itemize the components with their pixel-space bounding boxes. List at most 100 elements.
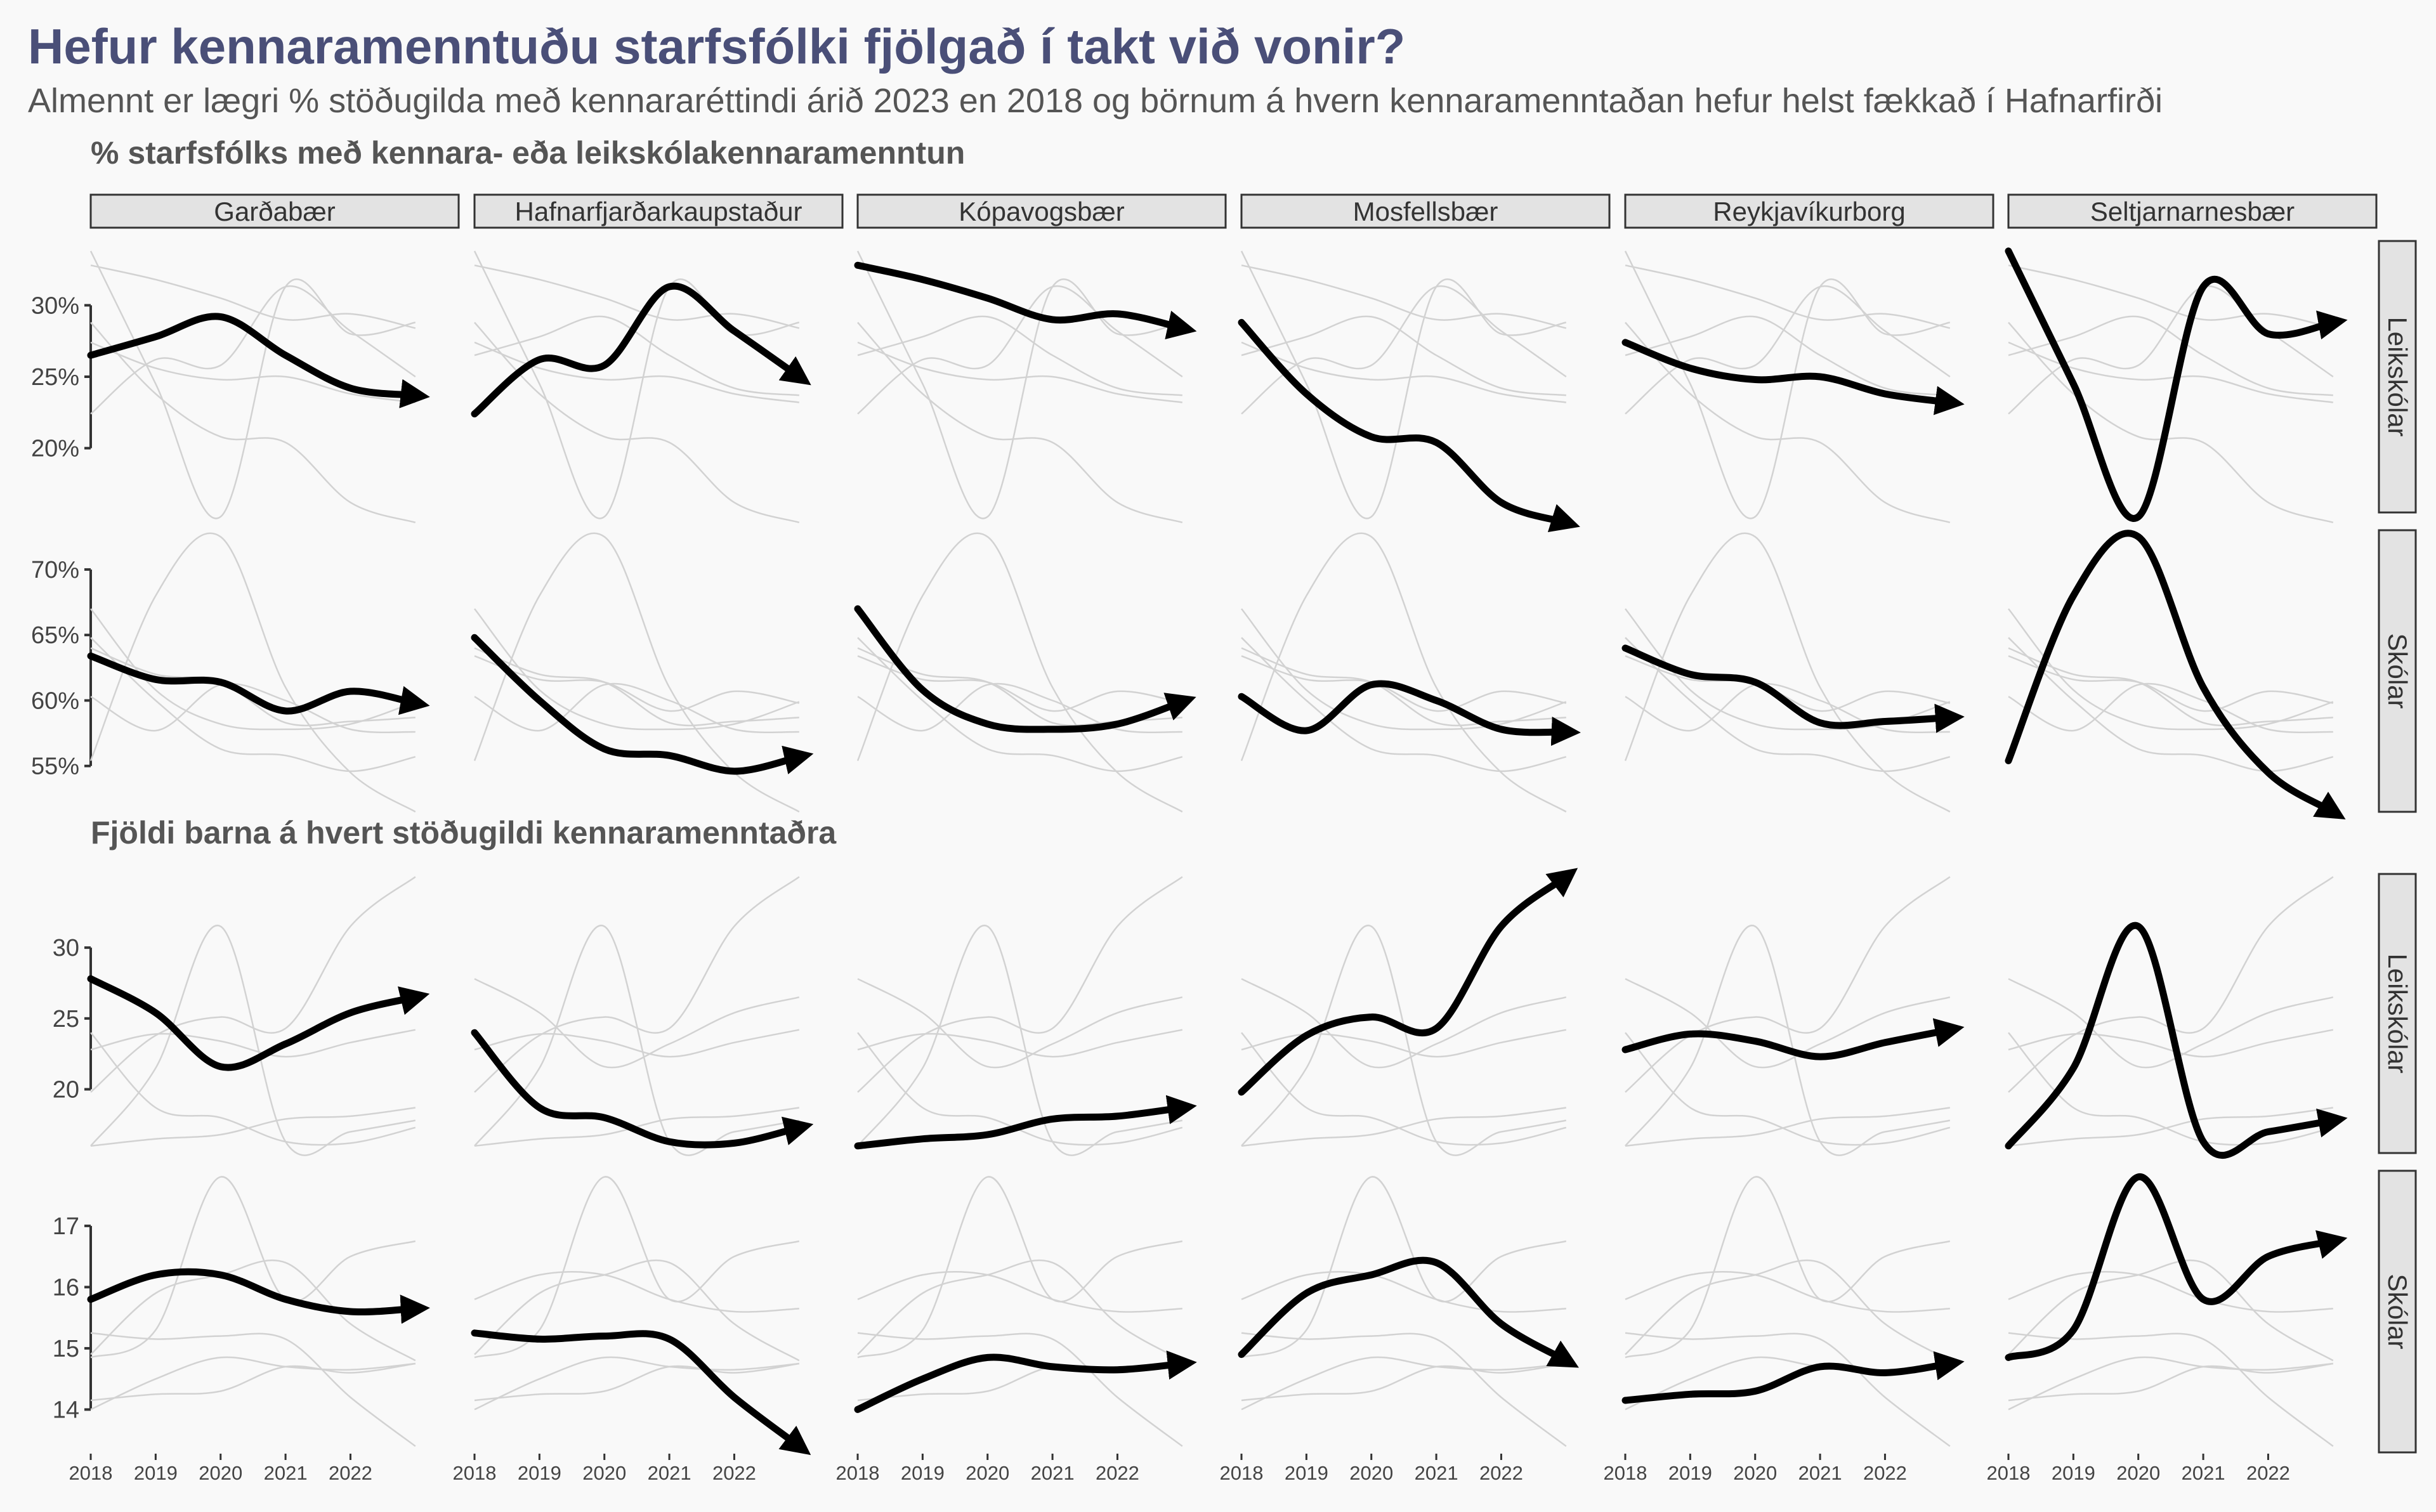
x-tick-label: 2020 xyxy=(199,1462,242,1484)
context-line-gardabaer xyxy=(857,978,1183,1069)
series-line-kopavogsbaer xyxy=(854,1095,1197,1150)
facet-strip-seltjarnarnesbaer xyxy=(2007,193,2378,229)
context-line-kopavogsbaer xyxy=(2008,264,2334,329)
context-line-gardabaer xyxy=(1241,315,1566,396)
context-line-gardabaer xyxy=(474,315,799,396)
panel-kopavogsbaer-skolar xyxy=(854,532,1196,813)
context-line-kopavogsbaer xyxy=(1241,1356,1566,1411)
context-line-seltjarnarnesbaer xyxy=(856,251,1183,519)
x-tick-label: 2019 xyxy=(134,1462,178,1484)
context-line-reykjavikurborg xyxy=(857,341,1182,403)
context-line-gardabaer xyxy=(474,655,800,712)
context-line-mosfellsbaer xyxy=(2008,1259,2334,1362)
series-line-hafnarfjardarkaupstadur xyxy=(471,1329,811,1456)
y-tick-label: 14 xyxy=(53,1397,79,1423)
y-tick-label: 20 xyxy=(53,1076,79,1103)
context-line-reykjavikurborg xyxy=(857,647,1182,727)
context-line-reykjavikurborg xyxy=(2008,1362,2333,1402)
context-line-gardabaer xyxy=(857,655,1183,712)
context-line-hafnarfjardarkaupstadur xyxy=(1625,1032,1951,1146)
context-line-seltjarnarnesbaer xyxy=(473,251,800,519)
x-tick-label: 2018 xyxy=(1604,1462,1647,1484)
context-line-mosfellsbaer xyxy=(2008,682,2333,734)
series-line-hafnarfjardarkaupstadur xyxy=(471,1029,814,1149)
context-line-hafnarfjardarkaupstadur xyxy=(1241,637,1567,772)
panel-reykjavikurborg-leikskolar xyxy=(1621,876,1965,1156)
context-line-reykjavikurborg xyxy=(90,1362,416,1402)
y-tick-label: 30% xyxy=(31,292,79,319)
panel-reykjavikurborg-skolar xyxy=(1621,532,1965,813)
series-line-kopavogsbaer xyxy=(854,1350,1197,1413)
row-strip-leikskolar xyxy=(2378,240,2417,514)
x-tick-label: 2019 xyxy=(518,1462,561,1484)
y-tick-label: 17 xyxy=(53,1213,79,1240)
context-line-seltjarnarnesbaer xyxy=(1625,1176,1951,1359)
context-line-gardabaer xyxy=(2008,655,2334,712)
row-strip-label: Leikskólar xyxy=(2383,316,2413,436)
context-line-reykjavikurborg xyxy=(474,647,799,727)
x-tick-label: 2022 xyxy=(1479,1462,1523,1484)
context-line-seltjarnarnesbaer xyxy=(1241,1176,1567,1359)
series-line-reykjavikurborg xyxy=(1621,644,1965,733)
context-line-mosfellsbaer xyxy=(1625,322,1951,523)
facet-label: Seltjarnarnesbær xyxy=(2090,197,2295,226)
context-line-gardabaer xyxy=(474,1271,799,1313)
x-tick-label: 2019 xyxy=(901,1462,945,1484)
series-line-kopavogsbaer xyxy=(854,261,1197,340)
chart-title: Hefur kennaramenntuðu starfsfólki fjölga… xyxy=(28,18,1406,74)
series-line-gardabaer xyxy=(87,975,430,1071)
context-line-reykjavikurborg xyxy=(857,1029,1183,1058)
context-line-reykjavikurborg xyxy=(90,341,416,403)
panel-hafnarfjardarkaupstadur-skolar xyxy=(471,1176,811,1456)
context-line-kopavogsbaer xyxy=(474,608,800,731)
row-strip-label: Skólar xyxy=(2383,1274,2413,1349)
panel-reykjavikurborg-skolar xyxy=(1621,1176,1965,1447)
context-line-kopavogsbaer xyxy=(474,264,800,329)
series-line-hafnarfjardarkaupstadur xyxy=(471,282,811,418)
x-tick-label: 2019 xyxy=(1285,1462,1328,1484)
context-line-hafnarfjardarkaupstadur xyxy=(857,1332,1183,1447)
section-title: % starfsfólks með kennara- eða leikskóla… xyxy=(91,135,965,171)
context-line-kopavogsbaer xyxy=(1625,264,1951,329)
x-tick-label: 2018 xyxy=(69,1462,113,1484)
context-line-seltjarnarnesbaer xyxy=(1624,532,1951,813)
panel-kopavogsbaer-leikskolar xyxy=(854,251,1197,523)
series-line-kopavogsbaer xyxy=(854,605,1196,733)
context-line-seltjarnarnesbaer xyxy=(856,532,1183,813)
context-line-hafnarfjardarkaupstadur xyxy=(90,1032,416,1146)
series-line-seltjarnarnesbaer xyxy=(2005,530,2346,819)
x-tick-label: 2021 xyxy=(2182,1462,2225,1484)
series-line-reykjavikurborg xyxy=(1621,1351,1965,1404)
series-line-mosfellsbaer xyxy=(1238,680,1581,746)
row-strip-label: Skólar xyxy=(2383,633,2413,708)
context-line-seltjarnarnesbaer xyxy=(1240,532,1567,813)
panel-gardabaer-leikskolar xyxy=(87,876,430,1156)
series-line-seltjarnarnesbaer xyxy=(2005,1173,2348,1361)
context-line-kopavogsbaer xyxy=(90,1356,416,1411)
context-line-mosfellsbaer xyxy=(1625,682,1950,734)
context-line-hafnarfjardarkaupstadur xyxy=(1625,1332,1951,1447)
context-line-seltjarnarnesbaer xyxy=(1241,925,1567,1156)
facet-label: Hafnarfjarðarkaupstaður xyxy=(515,197,802,226)
facet-strip-kopavogsbaer xyxy=(856,193,1227,229)
panel-kopavogsbaer-leikskolar xyxy=(854,876,1197,1156)
x-tick-label: 2022 xyxy=(2246,1462,2290,1484)
context-line-seltjarnarnesbaer xyxy=(857,1176,1183,1359)
panel-seltjarnarnesbaer-leikskolar xyxy=(2005,876,2348,1159)
y-tick-label: 15 xyxy=(53,1336,79,1362)
series-line-hafnarfjardarkaupstadur xyxy=(471,634,814,775)
context-line-reykjavikurborg xyxy=(1241,1029,1567,1058)
series-line-gardabaer xyxy=(87,313,430,408)
context-line-seltjarnarnesbaer xyxy=(89,532,416,813)
context-line-mosfellsbaer xyxy=(2008,876,2334,1093)
y-tick-label: 25% xyxy=(31,364,79,391)
y-tick-label: 16 xyxy=(53,1274,79,1301)
panel-gardabaer-skolar xyxy=(87,532,430,813)
context-line-mosfellsbaer xyxy=(474,682,799,734)
x-tick-label: 2022 xyxy=(329,1462,372,1484)
context-line-gardabaer xyxy=(1625,315,1950,396)
context-line-seltjarnarnesbaer xyxy=(1625,925,1951,1156)
context-line-kopavogsbaer xyxy=(1241,264,1567,329)
context-line-kopavogsbaer xyxy=(2008,608,2334,731)
context-line-seltjarnarnesbaer xyxy=(90,1176,416,1359)
